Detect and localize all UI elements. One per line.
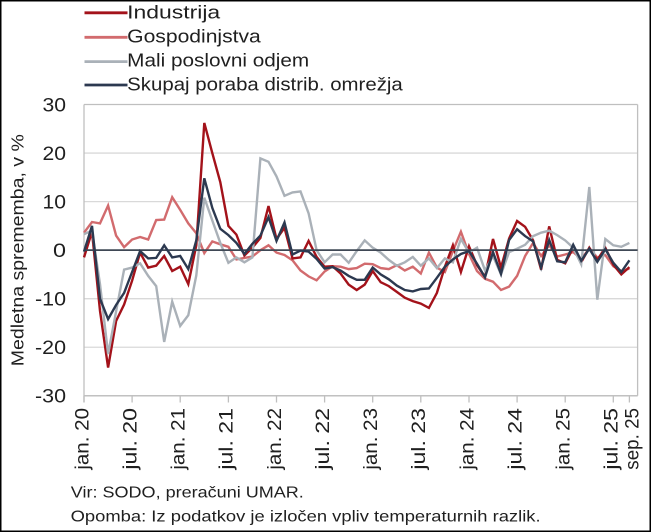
svg-text:jul. 24: jul. 24 [505,407,526,470]
svg-text:jan. 23: jan. 23 [361,408,382,471]
svg-text:jul. 21: jul. 21 [217,408,238,471]
svg-text:30: 30 [43,95,67,116]
svg-text:jan. 20: jan. 20 [72,408,93,471]
svg-text:jul. 25: jul. 25 [602,408,623,471]
svg-text:jan. 25: jan. 25 [554,408,575,471]
svg-text:jul. 20: jul. 20 [120,408,141,471]
svg-text:jan. 22: jan. 22 [265,408,286,471]
svg-text:20: 20 [43,144,67,165]
svg-text:-10: -10 [35,290,66,311]
svg-text:Skupaj poraba distrib. omrežja: Skupaj poraba distrib. omrežja [127,74,403,95]
svg-text:jan. 21: jan. 21 [169,408,190,471]
svg-text:-30: -30 [35,387,66,408]
svg-text:sep. 25: sep. 25 [623,408,644,470]
svg-text:0: 0 [53,241,66,262]
svg-text:-20: -20 [35,338,66,359]
svg-text:Opomba: Iz podatkov je izločen: Opomba: Iz podatkov je izločen vpliv tem… [71,509,541,526]
svg-text:Medletna sprememba, v %: Medletna sprememba, v % [8,134,28,366]
svg-text:jan. 24: jan. 24 [457,408,478,471]
svg-text:jul. 23: jul. 23 [409,408,430,471]
svg-text:10: 10 [43,192,67,213]
svg-text:Mali poslovni odjem: Mali poslovni odjem [127,50,309,71]
svg-text:Gospodinjstva: Gospodinjstva [127,26,261,47]
svg-text:jul. 22: jul. 22 [313,408,334,471]
svg-text:Vir: SODO, preračuni UMAR.: Vir: SODO, preračuni UMAR. [71,485,304,502]
svg-text:Industrija: Industrija [127,2,221,23]
